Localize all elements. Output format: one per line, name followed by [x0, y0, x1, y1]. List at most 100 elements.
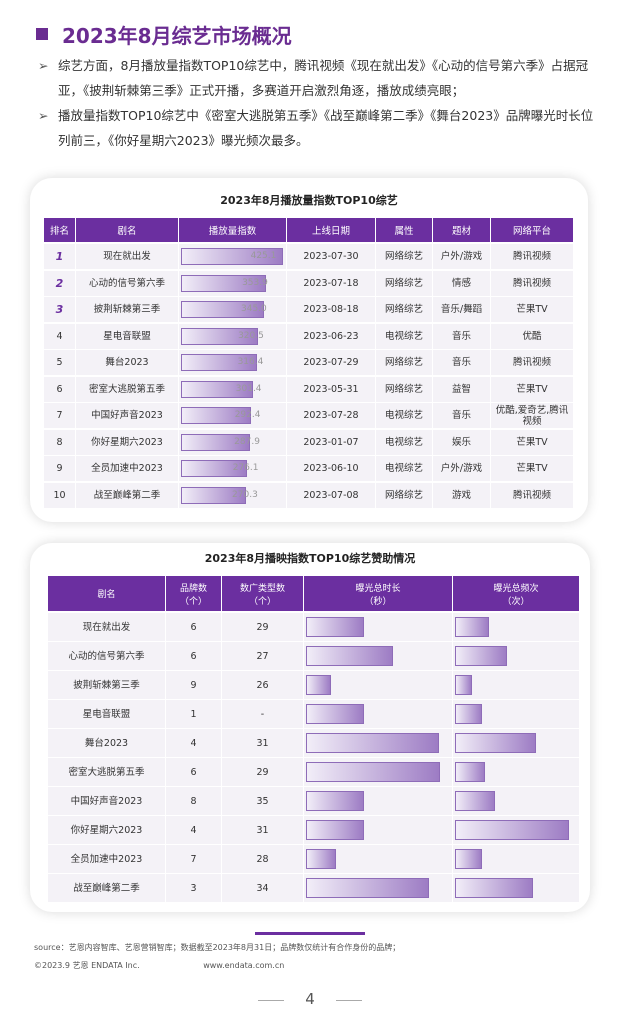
cell: 腾讯视频: [491, 244, 574, 269]
cell: 电视综艺: [376, 429, 433, 455]
cell: 网络综艺: [376, 376, 433, 402]
bar: [455, 762, 486, 782]
cell: 4: [166, 816, 222, 844]
bar-cell: [304, 787, 453, 815]
cell: 娱乐: [433, 429, 491, 455]
cell: 披荆斩棘第三季: [48, 671, 166, 699]
index-value: 276.1: [232, 463, 259, 473]
bar-cell: [453, 671, 580, 699]
bar: [306, 646, 393, 666]
index-value: 353.9: [242, 277, 268, 288]
cell: 芒果TV: [491, 456, 574, 481]
cell: 26: [222, 671, 304, 699]
bar-cell: [304, 758, 453, 786]
cell: 2023-05-31: [287, 376, 376, 402]
cell: 电视综艺: [376, 456, 433, 481]
cell: 2023-06-23: [287, 323, 376, 349]
bar-cell: [304, 874, 453, 902]
bar: [306, 704, 365, 724]
bar: [455, 646, 507, 666]
bullet: ➢ 综艺方面，8月播放量指数TOP10综艺中，腾讯视频《现在就出发》《心动的信号第…: [38, 58, 589, 98]
cell: 8: [166, 787, 222, 815]
cell: 星电音联盟: [76, 323, 179, 349]
cell: 34: [222, 874, 304, 902]
cell: 6: [166, 642, 222, 670]
cell: 3: [44, 297, 76, 322]
table-title: 2023年8月播映指数TOP10综艺赞助情况: [204, 552, 416, 565]
cell: 9: [44, 456, 76, 481]
index-cell: 345.0: [179, 297, 287, 322]
bar: [455, 820, 570, 840]
bar: [455, 791, 495, 811]
cell: 2023-06-10: [287, 456, 376, 481]
cell: 心动的信号第六季: [76, 270, 179, 296]
cell: 2023-07-18: [287, 270, 376, 296]
bar-cell: [453, 613, 580, 641]
cell: 2023-01-07: [287, 429, 376, 455]
bar-cell: [304, 642, 453, 670]
cell: 6: [166, 758, 222, 786]
cell: 2023-08-18: [287, 297, 376, 322]
cell: 芒果TV: [491, 376, 574, 402]
cell: 全员加速中2023: [76, 456, 179, 481]
cell: 6: [44, 376, 76, 402]
bar: [455, 849, 483, 869]
cell: 网络综艺: [376, 297, 433, 322]
bar-cell: [453, 758, 580, 786]
bar-cell: [453, 874, 580, 902]
cell: 音乐: [433, 350, 491, 375]
cell: 29: [222, 758, 304, 786]
cell: 6: [166, 613, 222, 641]
table-title: 2023年8月播放量指数TOP10综艺: [220, 194, 398, 207]
cell: 10: [44, 482, 76, 508]
cell: 中国好声音2023: [48, 787, 166, 815]
cell: 全员加速中2023: [48, 845, 166, 873]
index-cell: 301.4: [179, 376, 287, 402]
bullet: ➢ 播放量指数TOP10综艺中《密室大逃脱第五季》《战至巅峰第二季》《舞台2023…: [38, 108, 594, 148]
index-cell: 270.3: [179, 482, 287, 508]
title-mark: [36, 28, 48, 40]
index-value: 425.1: [250, 251, 277, 261]
cell: 3: [166, 874, 222, 902]
cell: 中国好声音2023: [76, 403, 179, 428]
cell: 2023-07-30: [287, 244, 376, 269]
cell: -: [222, 700, 304, 728]
index-value: 292.4: [234, 410, 261, 420]
cell: 舞台2023: [76, 350, 179, 375]
cell: 优酷: [491, 323, 574, 349]
bar-cell: [453, 700, 580, 728]
bar-cell: [453, 845, 580, 873]
cell: 网络综艺: [376, 350, 433, 375]
cell: 现在就出发: [76, 244, 179, 269]
cell: 腾讯视频: [491, 350, 574, 375]
bar-cell: [453, 729, 580, 757]
index-cell: 425.1: [179, 244, 287, 269]
index-value: 270.3: [232, 489, 258, 500]
column-header: 播放量指数: [179, 218, 287, 242]
cell: 心动的信号第六季: [48, 642, 166, 670]
column-header: 数广类型数 （个）: [222, 576, 304, 611]
bar: [455, 733, 536, 753]
source: source：艺恩内容智库、艺恩营销智库；数据截至2023年8月31日；品牌数仅…: [34, 943, 401, 952]
column-header: 曝光总频次 （次）: [453, 576, 580, 611]
copyright: ©2023.9 艺恩 ENDATA Inc. www.endata.com.cn: [34, 961, 285, 970]
column-header: 剧名: [48, 576, 166, 611]
cell: 户外/游戏: [433, 456, 491, 481]
cell: 7: [166, 845, 222, 873]
cell: 密室大逃脱第五季: [48, 758, 166, 786]
bar: [181, 433, 251, 451]
index-value: 316.4: [237, 357, 264, 367]
cell: 2: [44, 270, 76, 296]
index-value: 301.4: [235, 383, 262, 394]
cell: 2023-07-29: [287, 350, 376, 375]
index-value: 345.0: [241, 304, 267, 314]
column-header: 属性: [376, 218, 433, 242]
cell: 密室大逃脱第五季: [76, 376, 179, 402]
cell: 星电音联盟: [48, 700, 166, 728]
cell: 网络综艺: [376, 482, 433, 508]
bar: [181, 248, 283, 265]
bar: [181, 486, 246, 504]
bar: [181, 407, 252, 424]
cell: 8: [44, 429, 76, 455]
cell: 腾讯视频: [491, 270, 574, 296]
